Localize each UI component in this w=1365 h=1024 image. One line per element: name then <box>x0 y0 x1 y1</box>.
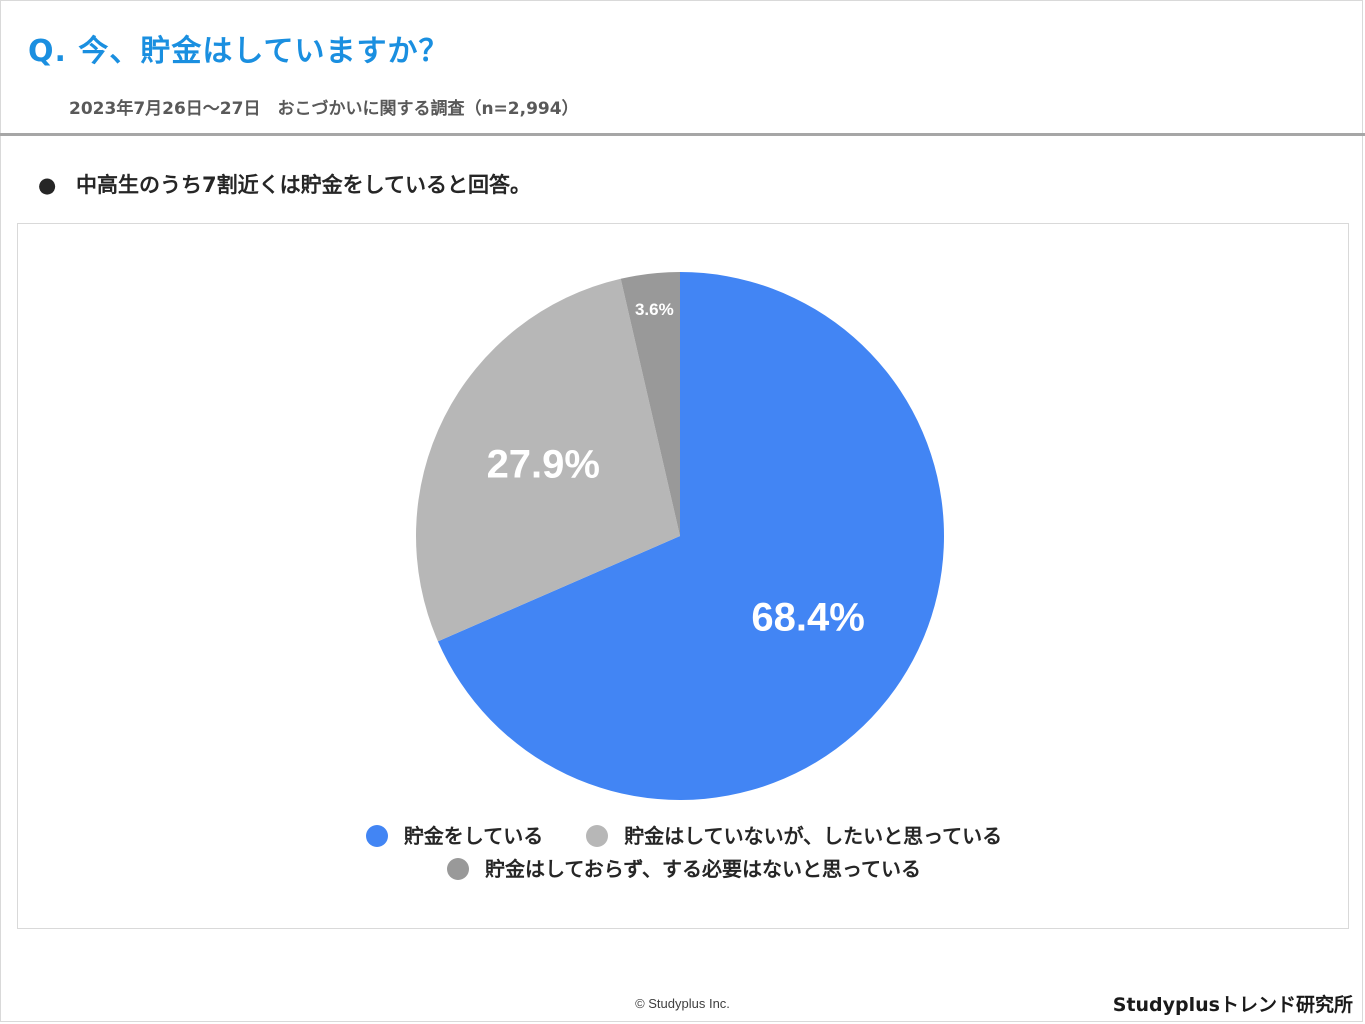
copyright-notice: © Studyplus Inc. <box>635 996 730 1011</box>
chart-container: 68.4% 27.9% 3.6% 貯金をしている 貯金はしていないが、したいと思って… <box>17 223 1349 929</box>
legend-item-want-to-save: 貯金はしていないが、したいと思っている <box>586 820 1002 849</box>
legend-label-no-need: 貯金はしておらず、する必要はないと思っている <box>485 857 921 881</box>
legend-swatch-saving <box>365 825 388 847</box>
legend-item-no-need: 貯金はしておらず、する必要はないと思っている <box>447 853 921 882</box>
pie-slice-no-need <box>620 272 680 536</box>
legend-item-saving: 貯金をしている <box>365 820 544 849</box>
slice-label-want-to-save: 27.9% <box>487 443 600 487</box>
legend-row-1: 貯金をしている 貯金はしていないが、したいと思っている <box>18 820 1350 849</box>
survey-info: 2023年7月26日〜27日 おこづかいに関する調査（n=2,994） <box>69 99 579 119</box>
pie-chart: 68.4% 27.9% 3.6% <box>416 272 944 800</box>
key-finding-text: 中高生のうち7割近くは貯金をしていると回答。 <box>76 173 531 197</box>
question-title: Q. 今、貯金はしていますか？ <box>28 34 450 69</box>
legend-row-2: 貯金はしておらず、する必要はないと思っている <box>18 853 1350 882</box>
legend-label-want-to-save: 貯金はしていないが、したいと思っている <box>624 824 1003 848</box>
slice-label-no-need: 3.6% <box>635 300 674 319</box>
pie-slice-saving <box>437 272 944 800</box>
brand-logo: Studyplusトレンド研究所 <box>1112 994 1353 1016</box>
header-divider <box>0 133 1365 136</box>
legend-swatch-no-need <box>447 858 469 880</box>
legend-swatch-want-to-save <box>586 825 609 847</box>
pie-slice-want-to-save <box>416 278 680 642</box>
legend-label-saving: 貯金をしている <box>403 824 544 848</box>
slice-label-saving: 68.4% <box>751 596 864 640</box>
key-finding: ● 中高生のうち7割近くは貯金をしていると回答。 <box>38 169 531 199</box>
bullet-icon: ● <box>38 173 57 197</box>
